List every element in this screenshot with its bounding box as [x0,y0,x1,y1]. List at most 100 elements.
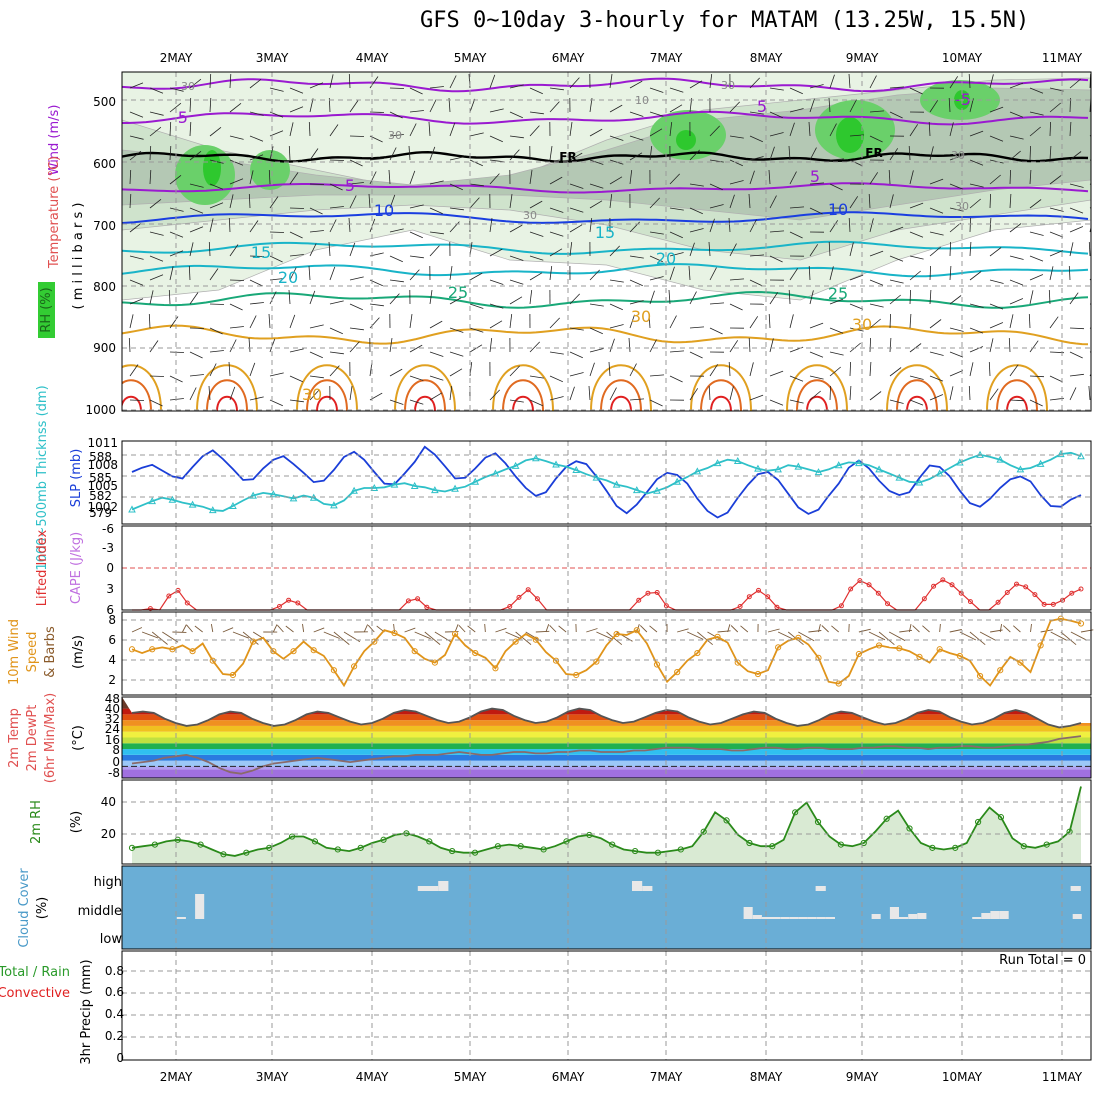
wind-barb [689,388,699,401]
cloud-level-low: low [100,932,123,947]
wind-barb [169,87,184,92]
wind-barb [989,247,1002,257]
wind-barb [609,135,624,141]
wind10-barb [677,628,689,633]
wind-barb [749,170,755,185]
wind-barb [949,122,954,137]
contour-label: FR [865,146,882,160]
wind-barb [789,399,804,404]
wind-barb [329,219,337,233]
thickness-series-point [1077,452,1085,460]
wind-barb [329,183,343,191]
axis-title-wind-units: (m/s) [71,635,86,669]
wind-barb [1029,290,1034,305]
wind-barb [669,173,680,185]
wind10-barb [1030,623,1032,633]
lifted-index-point [931,583,937,589]
wind-barb [369,303,384,307]
wind-barb [1009,169,1011,185]
wind-barb [349,100,359,113]
thickness-series-point [531,454,540,462]
cloud-bar-high [642,886,653,891]
wind-barb [288,145,291,161]
wind-barb [249,315,257,329]
wind10-series-point [229,671,237,679]
isotherm-30-loop [394,364,456,411]
wind-barb [989,388,999,401]
wind-barb [409,123,417,137]
isotherm-5 [122,182,1089,194]
wind10-series-point [431,659,438,666]
temp-tick: 8 [112,743,120,757]
rh2m-series-point [334,846,341,853]
wind-barb [929,146,934,161]
isotherm-35-loop [306,379,348,411]
cloud-bar-middle [825,917,835,919]
wind-barb [869,361,872,377]
rh2m-series-point [517,843,524,850]
bottom-day-label: 4MAY [356,1070,389,1084]
bottom-day-label: 8MAY [750,1070,783,1084]
wind10-barb [740,625,749,633]
wind-barb [689,326,705,329]
axis-title-barbs: & Barbs [43,626,58,678]
dewpt2m-series [131,735,1082,775]
li-tick: 6 [106,603,114,617]
top-day-label: 3MAY [256,51,289,65]
wind-barb [129,150,142,161]
wind-barb [189,351,203,359]
bottom-day-label: 2MAY [160,1070,193,1084]
wind-barb [869,172,879,185]
thickness-series-point [855,459,863,467]
wind-barb [569,77,580,89]
wind10-barb [232,631,250,639]
wind10-barb [141,631,159,639]
wind-barb [409,255,424,259]
axis-title-cloud: Cloud Cover [17,868,32,948]
rh2m-series-point [654,849,662,856]
panel-frame [121,525,1092,611]
lifted-index-point [507,604,513,609]
wind-barb [649,87,664,93]
wind-barb [169,316,179,329]
lifted-index-point [147,606,153,612]
wind-barb [168,289,171,305]
wind-barb [129,298,144,305]
wind-barb [909,124,919,137]
ytick-label: 700 [93,219,116,233]
wind-barb [1009,279,1024,286]
wind-barb [809,84,824,89]
thickness-series-point [390,480,399,488]
rh2m-series-point [814,818,822,826]
thickness-series-point [996,455,1005,463]
wind10-barb [467,625,476,633]
wind-barb [788,289,791,305]
wind-barb [789,108,804,113]
wind-barb [268,169,271,185]
thickness-series-point [552,460,560,468]
wind-barb [429,320,443,329]
axis-title-rh-units: (%) [69,811,84,834]
wind-tick: 2 [108,673,116,687]
wind-barb [289,254,304,257]
wind-barb [1029,399,1043,407]
cloud-level-middle: middle [78,904,122,919]
wind-barb [189,78,202,89]
wind-barb [208,385,211,401]
wind-barb [1069,327,1085,330]
wind10-series-point [330,667,338,674]
wind-barb [869,337,871,353]
wind-barb [768,169,771,185]
wind10-barb [484,623,486,633]
wind-barb [449,386,453,401]
isotherm-25 [122,290,1089,309]
rh-tick: 20 [101,827,116,841]
top-day-label: 10MAY [942,51,983,65]
isotherm-35-loop [996,379,1038,411]
wind-barb [189,292,199,305]
wind10-series-point [835,680,842,687]
wind-barb [929,289,932,305]
axis-title-slp: SLP (mb) [69,449,84,508]
wind-barb [289,375,303,383]
wind10-series-point [573,671,580,679]
